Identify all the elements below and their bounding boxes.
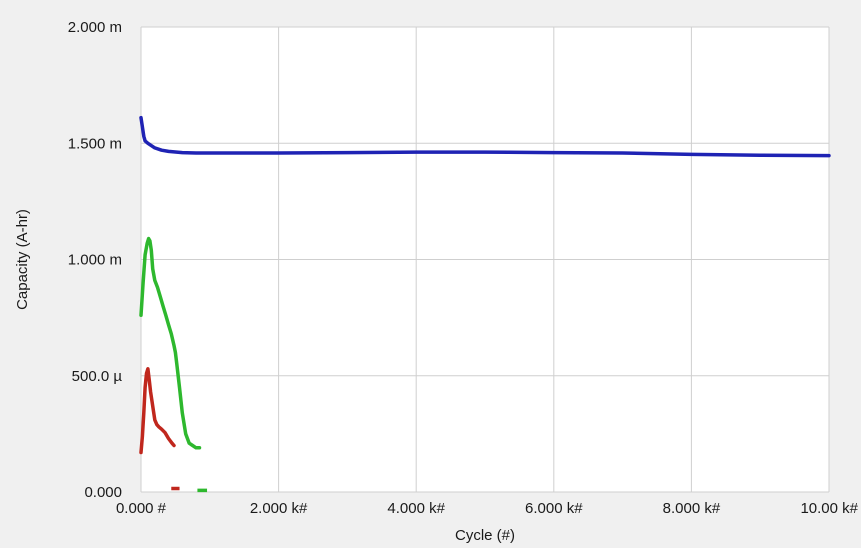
series-line-1 xyxy=(139,115,831,158)
series-layer xyxy=(139,115,831,493)
x-tick-label: 6.000 k# xyxy=(525,500,583,517)
series-line-3 xyxy=(139,367,176,455)
y-tick-label: 500.0 µ xyxy=(72,368,123,385)
y-axis-label: Capacity (A-hr) xyxy=(14,209,31,310)
y-tick-label: 2.000 m xyxy=(68,19,122,36)
y-tick-label: 1.000 m xyxy=(68,252,122,269)
y-tick-label: 0.000 xyxy=(84,484,122,501)
y-tick-label: 1.500 m xyxy=(68,135,122,152)
x-tick-label: 8.000 k# xyxy=(663,500,721,517)
series-line-2 xyxy=(139,236,202,450)
grid-lines xyxy=(140,26,830,493)
x-tick-label: 0.000 # xyxy=(116,500,167,517)
x-tick-label: 10.00 k# xyxy=(800,500,858,517)
x-tick-label: 2.000 k# xyxy=(250,500,308,517)
tick-labels: 0.000 # 2.000 k# 4.000 k# 6.000 k# 8.000 k# 1… xyxy=(68,19,859,517)
x-axis-label: Cycle (#) xyxy=(455,527,515,544)
x-tick-label: 4.000 k# xyxy=(387,500,445,517)
